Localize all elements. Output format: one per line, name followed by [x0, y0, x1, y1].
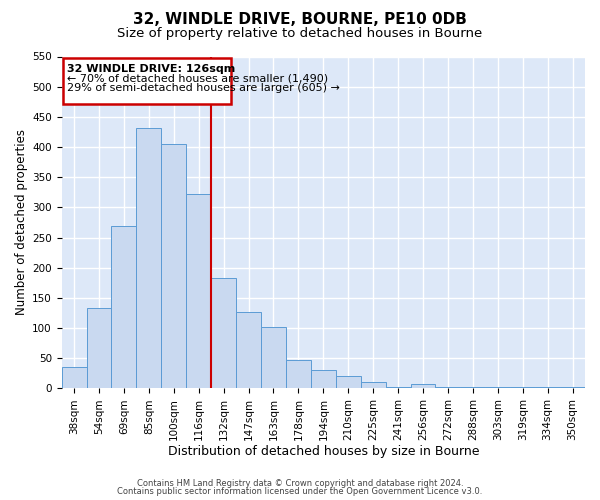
- Text: ← 70% of detached houses are smaller (1,490): ← 70% of detached houses are smaller (1,…: [67, 74, 328, 84]
- Text: Contains public sector information licensed under the Open Government Licence v3: Contains public sector information licen…: [118, 487, 482, 496]
- Bar: [236, 312, 261, 388]
- Bar: [361, 382, 386, 388]
- Bar: [311, 370, 336, 388]
- X-axis label: Distribution of detached houses by size in Bourne: Distribution of detached houses by size …: [167, 444, 479, 458]
- Bar: [261, 327, 286, 388]
- Text: 32, WINDLE DRIVE, BOURNE, PE10 0DB: 32, WINDLE DRIVE, BOURNE, PE10 0DB: [133, 12, 467, 28]
- Text: Size of property relative to detached houses in Bourne: Size of property relative to detached ho…: [118, 28, 482, 40]
- Text: 32 WINDLE DRIVE: 126sqm: 32 WINDLE DRIVE: 126sqm: [67, 64, 235, 74]
- Bar: [336, 376, 361, 388]
- Bar: [436, 386, 460, 388]
- Bar: [86, 308, 112, 388]
- FancyBboxPatch shape: [63, 58, 231, 104]
- Bar: [510, 386, 535, 388]
- Y-axis label: Number of detached properties: Number of detached properties: [15, 130, 28, 316]
- Bar: [386, 386, 410, 388]
- Text: Contains HM Land Registry data © Crown copyright and database right 2024.: Contains HM Land Registry data © Crown c…: [137, 478, 463, 488]
- Bar: [560, 386, 585, 388]
- Bar: [410, 384, 436, 388]
- Bar: [460, 386, 485, 388]
- Bar: [211, 278, 236, 388]
- Bar: [186, 194, 211, 388]
- Bar: [161, 144, 186, 388]
- Bar: [286, 360, 311, 388]
- Bar: [112, 226, 136, 388]
- Bar: [136, 128, 161, 388]
- Bar: [62, 368, 86, 388]
- Text: 29% of semi-detached houses are larger (605) →: 29% of semi-detached houses are larger (…: [67, 83, 340, 93]
